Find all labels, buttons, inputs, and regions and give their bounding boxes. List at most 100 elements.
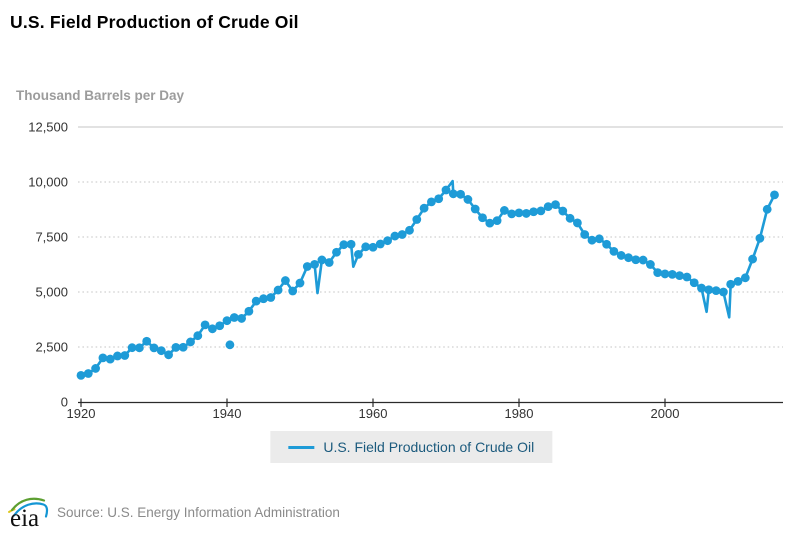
data-point <box>441 185 451 195</box>
data-point <box>302 262 312 271</box>
data-point <box>149 343 159 353</box>
y-tick-label: 7,500 <box>35 230 68 245</box>
data-point <box>91 364 100 373</box>
data-point <box>675 271 684 280</box>
data-point <box>762 204 772 214</box>
data-point <box>551 200 560 210</box>
legend-label: U.S. Field Production of Crude Oil <box>323 439 535 455</box>
y-tick-label: 12,500 <box>28 120 68 135</box>
data-point <box>616 251 626 260</box>
crude-oil-chart: 0 2,500 5,000 7,500 10,000 12,500 1920 1940 1960… <box>28 120 783 421</box>
y-tick-label: 10,000 <box>28 175 68 190</box>
data-point <box>682 272 692 282</box>
page-title: U.S. Field Production of Crude Oil <box>10 12 299 32</box>
data-point <box>317 255 327 265</box>
data-point <box>390 231 400 241</box>
data-point <box>288 286 298 296</box>
data-point <box>543 202 553 212</box>
x-tick-label: 1920 <box>67 406 96 421</box>
data-point <box>478 213 487 223</box>
data-point <box>704 285 714 295</box>
data-point <box>755 233 765 243</box>
data-point <box>711 286 721 295</box>
data-point <box>748 254 757 264</box>
data-point <box>733 276 743 286</box>
source-text: Source: U.S. Energy Information Administ… <box>57 505 340 520</box>
x-tick-label: 2000 <box>651 406 680 421</box>
data-point <box>332 247 341 257</box>
x-tick-label: 1940 <box>213 406 242 421</box>
data-point <box>266 293 276 302</box>
data-point <box>565 213 575 223</box>
data-point <box>273 285 283 295</box>
data-point <box>229 313 239 322</box>
data-point <box>470 204 480 214</box>
x-tick-label: 1980 <box>505 406 534 421</box>
data-point <box>397 230 407 239</box>
data-point <box>573 218 582 228</box>
data-point <box>536 206 546 216</box>
data-point <box>463 195 473 204</box>
data-point <box>740 273 750 283</box>
eia-logo-swoosh-icon <box>8 497 49 518</box>
data-point <box>412 215 422 224</box>
data-point <box>521 209 531 218</box>
y-tick-label: 2,500 <box>35 340 68 355</box>
data-point <box>76 370 86 380</box>
data-point <box>770 190 779 200</box>
data-point <box>324 258 334 267</box>
data-point <box>310 259 319 269</box>
data-point <box>354 249 363 259</box>
data-point <box>113 351 122 361</box>
data-point <box>142 336 152 346</box>
data-point <box>638 255 648 265</box>
data-point <box>631 255 641 265</box>
data-point <box>98 353 108 363</box>
data-point <box>295 278 305 288</box>
data-point <box>529 207 538 217</box>
eia-logo-text: eia <box>10 505 40 532</box>
data-point <box>653 268 663 278</box>
data-point <box>726 279 736 289</box>
data-point <box>208 324 217 334</box>
data-point <box>105 354 115 364</box>
x-tick-label: 1960 <box>359 406 388 421</box>
data-point <box>171 343 181 352</box>
data-point <box>594 234 604 244</box>
data-point <box>346 239 356 249</box>
data-point <box>127 343 137 353</box>
data-point <box>434 194 444 204</box>
eia-logo[interactable]: eia <box>6 490 56 532</box>
data-point <box>514 208 524 218</box>
data-point <box>689 278 699 288</box>
data-point <box>383 236 392 246</box>
y-tick-label: 0 <box>61 395 68 410</box>
data-point <box>83 369 93 378</box>
data-point <box>500 206 509 215</box>
data-point <box>178 342 188 352</box>
legend: U.S. Field Production of Crude Oil <box>270 431 553 463</box>
data-point <box>587 235 597 245</box>
data-point <box>697 283 706 293</box>
data-point <box>251 296 261 306</box>
data-point <box>609 246 619 256</box>
data-point <box>427 197 436 207</box>
data-point <box>339 240 349 250</box>
data-point <box>456 189 465 199</box>
data-point <box>281 276 290 285</box>
data-point <box>244 306 254 316</box>
data-point <box>558 206 568 216</box>
data-point <box>405 225 414 235</box>
data-point <box>120 351 130 360</box>
data-point <box>237 314 247 323</box>
data-point <box>667 269 677 279</box>
data-point <box>719 287 728 297</box>
data-point <box>375 239 385 249</box>
data-point <box>485 218 495 228</box>
data-point <box>186 337 195 347</box>
data-point <box>222 316 232 326</box>
data-point <box>200 320 210 330</box>
data-point <box>368 242 378 252</box>
outlier-point <box>225 340 235 350</box>
y-axis-unit-label: Thousand Barrels per Day <box>16 88 185 103</box>
